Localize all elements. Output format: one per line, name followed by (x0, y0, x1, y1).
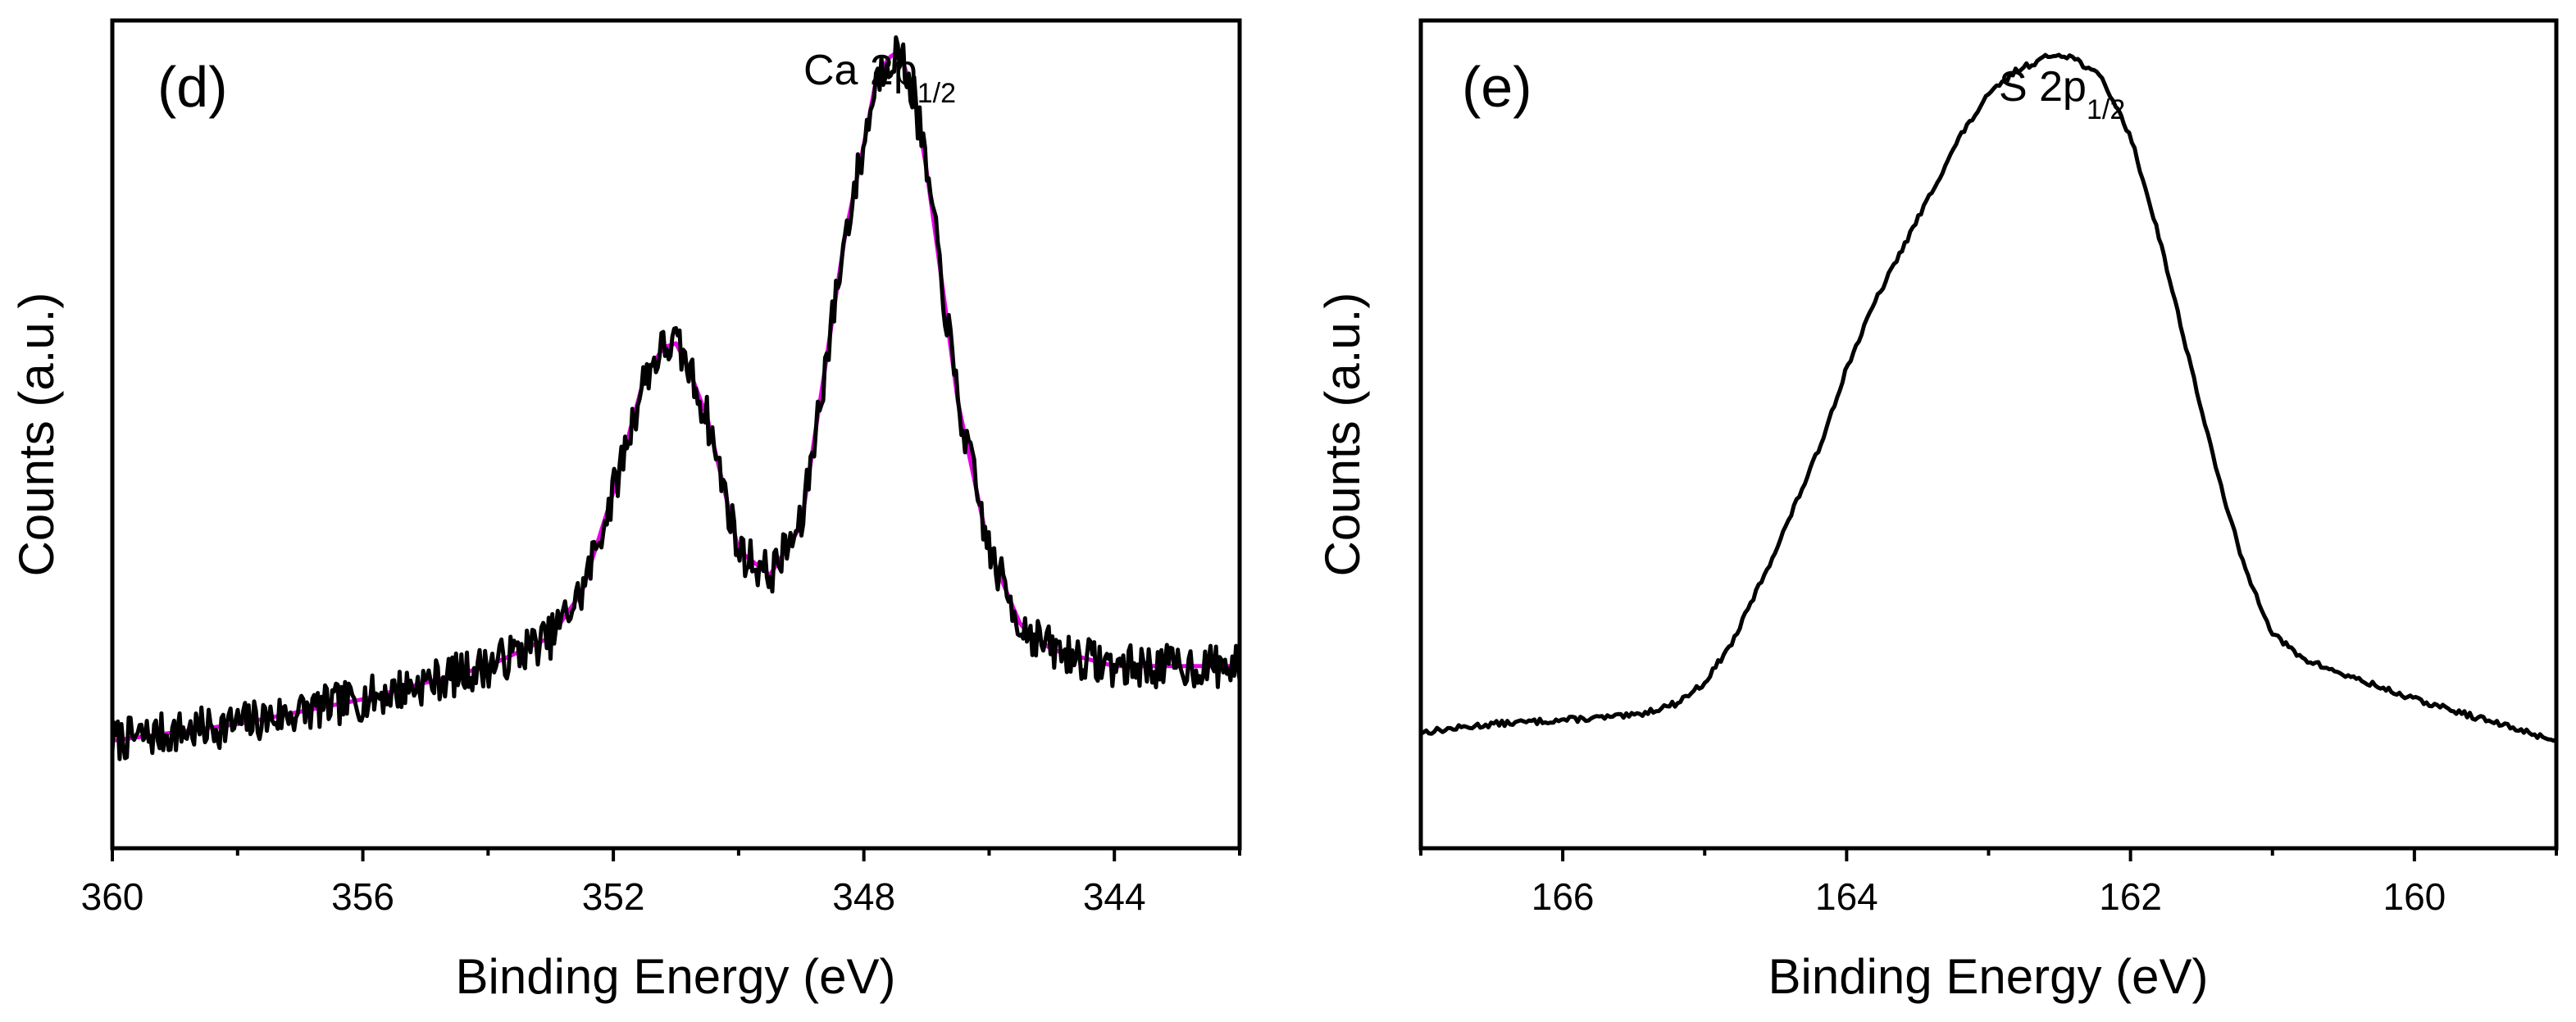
panel-e-plot-frame (1418, 18, 2559, 851)
panel-d-plot-frame (110, 18, 1242, 851)
panel-d-y-axis-title: Counts (a.u.) (9, 293, 64, 577)
measured-spectrum-panel-d (110, 35, 1242, 761)
panel-d-chart: 360 356 352 348 344 (d) Ca 2p1/2 Binding Ene… (9, 18, 1242, 1004)
panel-d-label: (d) (157, 55, 228, 119)
x-tick-label: 344 (1083, 875, 1146, 918)
panel-e-y-axis-title: Counts (a.u.) (1315, 293, 1370, 577)
panel-e-peak-label-sub: 1/2 (2087, 94, 2125, 125)
measured-spectrum-panel-e (1419, 52, 2558, 743)
x-tick-label: 160 (2383, 875, 2446, 918)
x-tick-label: 166 (1531, 875, 1595, 918)
panel-d-x-ticks (111, 848, 1241, 861)
panel-e-peak-label: S 2p1/2 (1999, 63, 2125, 125)
x-tick-label: 164 (1815, 875, 1878, 918)
panel-e-x-axis-title: Binding Energy (eV) (1768, 949, 2209, 1004)
x-tick-label: 352 (582, 875, 645, 918)
panel-e-chart: 166 164 162 160 (e) S 2p1/2 Binding Energy … (1315, 18, 2559, 1004)
panel-e-series (1419, 52, 2558, 743)
x-tick-label: 356 (331, 875, 394, 918)
panel-d-series (110, 35, 1242, 761)
x-tick-label: 348 (832, 875, 895, 918)
panel-d-peak-label-sub: 1/2 (917, 78, 956, 109)
panel-d-x-axis-title: Binding Energy (eV) (456, 949, 896, 1004)
x-tick-label: 360 (81, 875, 144, 918)
panel-e-x-ticks (1419, 848, 2558, 861)
panel-e-label: (e) (1462, 55, 1532, 119)
panel-e-x-tick-labels: 166 164 162 160 (1531, 875, 2446, 918)
panel-d-x-tick-labels: 360 356 352 348 344 (81, 875, 1146, 918)
x-tick-label: 162 (2099, 875, 2162, 918)
panel-d-peak-label-main: Ca 2p (803, 47, 917, 94)
panel-d-peak-label: Ca 2p1/2 (803, 47, 956, 109)
panel-e-peak-label-main: S 2p (1999, 63, 2087, 111)
